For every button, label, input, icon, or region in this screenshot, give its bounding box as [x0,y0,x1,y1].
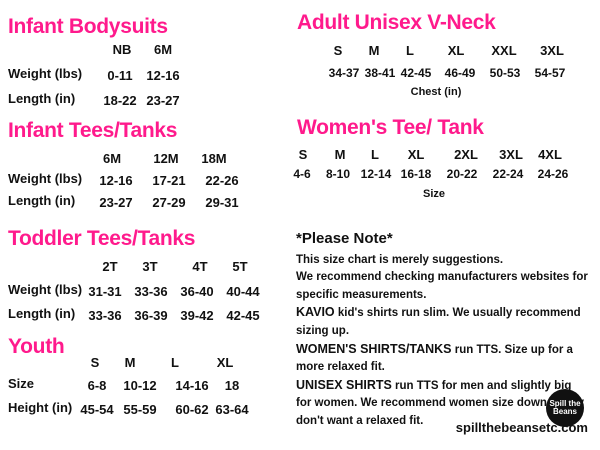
size-value: 4-6 [293,167,311,181]
size-value: 17-21 [152,173,186,188]
column-header: M [334,147,346,162]
size-value: 42-45 [400,66,432,80]
column-header: XL [407,147,425,162]
size-value: 23-27 [146,93,180,108]
size-value: 18-22 [103,93,137,108]
size-value: 60-62 [175,402,209,417]
note: *Please Note* This size chart is merely … [296,230,588,431]
size-value: 39-42 [180,308,214,323]
column-header: 6M [102,151,122,166]
row-label: Weight (lbs) [8,171,83,186]
row-label: Height (in) [8,400,73,415]
size-value: 45-54 [80,402,114,417]
row-label: Length (in) [8,91,76,106]
size-value: 12-16 [99,173,133,188]
column-header: 3XL [499,147,523,162]
row-label: Weight (lbs) [8,282,83,297]
size-value: 38-41 [364,66,396,80]
column-header: S [90,355,100,370]
note-text: We recommend checking manufacturers webs… [296,271,588,301]
size-value: 27-29 [152,195,186,210]
section-title: Women's Tee/ Tank [297,116,484,139]
size-value: 22-26 [205,173,239,188]
note-text: run TTS for men and slightly big for wom… [296,379,584,427]
size-value: 33-36 [88,308,122,323]
note-text: kid's shirts run slim. We usually recomm… [296,307,581,337]
note-paragraph: This size chart is merely suggestions. [296,252,588,270]
column-header: 4T [192,259,208,274]
note-title: *Please Note* [296,230,393,247]
column-header: XL [216,355,234,370]
size-value: 16-18 [400,167,432,181]
row-label: Weight (lbs) [8,66,83,81]
note-paragraph: WOMEN'S SHIRTS/TANKS run TTS. Size up fo… [296,341,588,377]
size-value: 29-31 [205,195,239,210]
size-value: 63-64 [215,402,249,417]
section-title: Infant Tees/Tanks [8,119,178,142]
row-label: Size [8,376,35,391]
column-header: 2T [102,259,118,274]
note-paragraph: We recommend checking manufacturers webs… [296,269,588,304]
column-header: 6M [153,42,173,57]
size-value: 33-36 [134,284,168,299]
size-value: 55-59 [123,402,157,417]
column-header: 3T [142,259,158,274]
size-value: 50-53 [489,66,521,80]
column-header: S [333,43,343,58]
column-header: 5T [232,259,248,274]
logo: Spill the Beans [546,389,584,427]
note-text: run TTS. Size up for a more relaxed fit. [296,343,573,374]
size-value: 8-10 [325,167,351,181]
column-header: L [406,43,414,58]
column-header: M [368,43,380,58]
size-value: 24-26 [537,167,569,181]
size-value: 10-12 [123,378,157,393]
size-value: 31-31 [88,284,122,299]
column-header: XL [447,43,465,58]
note-lead: UNISEX SHIRTS [296,377,392,392]
column-header: M [124,355,136,370]
size-value: 23-27 [99,195,133,210]
column-header: 4XL [538,147,562,162]
size-value: 22-24 [492,167,524,181]
size-value: 54-57 [534,66,566,80]
size-value: 18 [224,378,240,393]
note-paragraph: KAVIO kid's shirts run slim. We usually … [296,304,588,340]
column-header: L [171,355,179,370]
size-value: 20-22 [446,167,478,181]
note-text: This size chart is merely suggestions. [296,253,504,266]
size-value: 36-39 [134,308,168,323]
size-value: 6-8 [87,378,107,393]
column-header: S [298,147,308,162]
size-value: 0-11 [107,68,133,83]
size-value: 46-49 [444,66,476,80]
row-label: Length (in) [8,306,76,321]
note-lead: KAVIO [296,305,335,320]
column-header: XXL [491,43,517,58]
caption: Chest (in) [410,86,462,98]
column-header: 3XL [540,43,564,58]
size-value: 34-37 [328,66,360,80]
row-label: Length (in) [8,193,76,208]
size-value: 40-44 [226,284,260,299]
column-header: 2XL [454,147,478,162]
size-value: 12-16 [146,68,180,83]
section-title: Youth [8,335,65,358]
column-header: L [371,147,379,162]
column-header: 12M [153,151,179,166]
section-title: Toddler Tees/Tanks [8,227,196,250]
size-value: 36-40 [180,284,214,299]
size-value: 12-14 [360,167,392,181]
footer-url: spillthebeansetc.com [455,420,588,435]
column-header: NB [112,42,132,57]
size-value: 14-16 [175,378,209,393]
column-header: 18M [201,151,227,166]
size-value: 42-45 [226,308,260,323]
note-paragraph: UNISEX SHIRTS run TTS for men and slight… [296,377,588,431]
note-lead: WOMEN'S SHIRTS/TANKS [296,341,452,356]
caption: Size [422,188,446,200]
section-title: Infant Bodysuits [8,15,168,38]
section-title: Adult Unisex V-Neck [297,11,496,34]
